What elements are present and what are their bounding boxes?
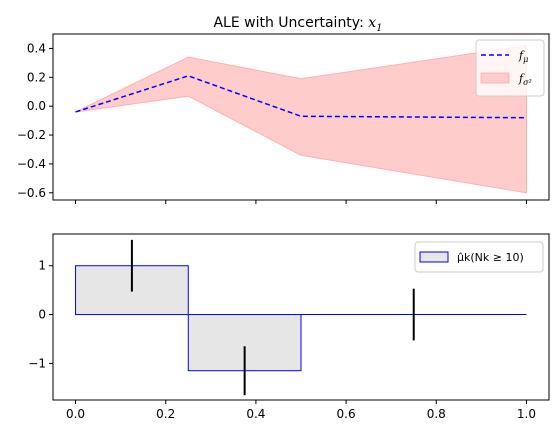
bottom-y-ticks: 1 0 −1 [28,259,53,370]
bottom-xtick-label: 0.4 [246,407,265,421]
bottom-axes-frame [52,233,550,401]
legend-band-sub: σ² [523,78,532,87]
bottom-ytick-label: 1 [38,259,46,273]
bottom-ytick-label: 0 [38,308,46,322]
top-x-ticks [75,200,527,204]
legend-mean-label: fμ [518,49,528,64]
legend-mean-base: f [518,49,525,62]
top-legend: fμ fσ² [475,39,545,97]
bars-group [75,265,527,372]
legend-band-base: f [518,72,525,85]
top-ytick-label: 0.4 [27,41,46,55]
chart-title-var: x [368,15,376,31]
uncertainty-band [75,44,527,194]
mean-line-group [75,75,527,119]
top-ytick-label: −0.2 [17,128,46,142]
top-axes-frame [52,33,550,201]
bottom-xtick-label: 0.6 [337,407,356,421]
legend-bar-swatch [419,251,449,263]
chart-title: ALE with Uncertainty: x1 [213,15,382,34]
legend-bar-label: μ̂k(Nk ≥ 10) [457,251,524,264]
bottom-ytick-label: −1 [28,356,46,370]
top-ytick-label: −0.4 [17,157,46,171]
bottom-xtick-label: 0.8 [427,407,446,421]
legend-band-label: fσ² [518,72,532,87]
bottom-legend: μ̂k(Nk ≥ 10) [414,241,544,273]
mean-line [75,75,527,119]
top-legend-box [475,39,545,97]
top-ytick-label: −0.6 [17,186,46,200]
bottom-legend-box [414,241,544,273]
errorbars-group [130,239,415,396]
bottom-xtick-label: 1.0 [517,407,536,421]
bottom-xtick-label: 0.0 [66,407,85,421]
top-ytick-label: 0.2 [27,70,46,84]
legend-mean-sub: μ [523,55,528,64]
bottom-xtick-label: 0.2 [156,407,175,421]
chart-title-text: ALE with Uncertainty: [213,15,368,31]
chart-title-sub: 1 [376,23,382,34]
bottom-x-ticks: 0.0 0.2 0.4 0.6 0.8 1.0 [66,400,536,421]
top-ytick-label: 0.0 [27,99,46,113]
uncertainty-band-group [75,44,527,194]
top-axes: 0.40.20.0−0.2−0.4−0.6 fμ fσ² [17,33,550,204]
bottom-axes: 1 0 −1 0.0 0.2 0.4 0.6 0.8 1.0 μ̂k(Nk ≥ 10) [28,233,550,421]
top-y-ticks: 0.4 0.2 0.0 −0.2 −0.4 −0.6 [17,41,53,200]
legend-band-swatch [480,72,510,84]
